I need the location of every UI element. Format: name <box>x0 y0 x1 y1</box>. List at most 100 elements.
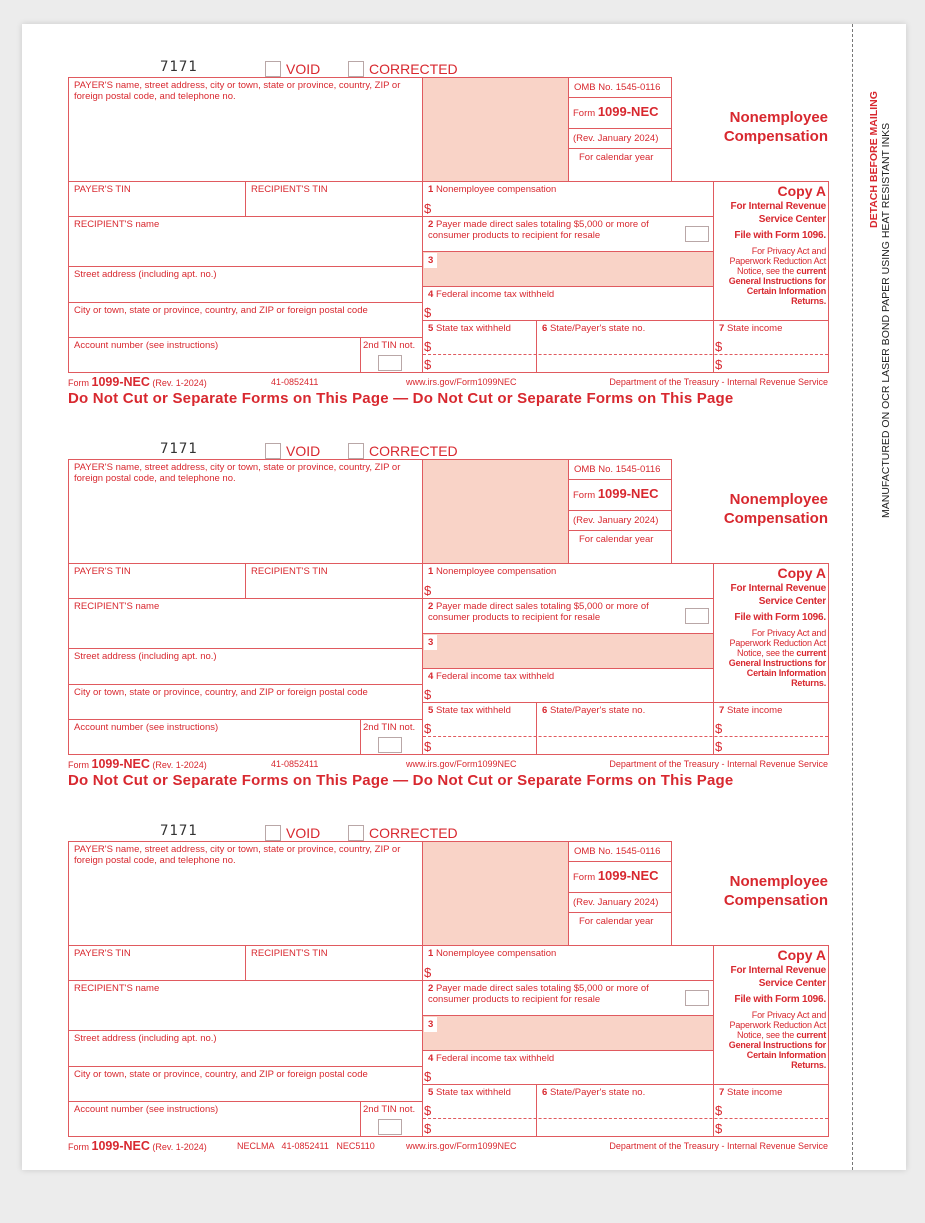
box6-field[interactable]: 6 State/Payer's state no. <box>536 1084 714 1137</box>
footer-form-number: 1099-NEC <box>91 1139 150 1153</box>
box4-field[interactable]: 4 Federal income tax withheld $ <box>422 1050 714 1085</box>
box6-field[interactable]: 6 State/Payer's state no. <box>536 320 714 373</box>
form-sheet <box>22 24 906 1170</box>
box1-field[interactable]: 1 Nonemployee compensation $ <box>422 181 714 217</box>
account-number-field[interactable]: Account number (see instructions) <box>68 337 361 373</box>
recipient-tin-field[interactable]: RECIPIENT'S TIN <box>245 563 423 599</box>
payer-info-field[interactable]: PAYER'S name, street address, city or to… <box>68 459 423 564</box>
box2-checkbox[interactable] <box>685 608 709 624</box>
street-address-field[interactable]: Street address (including apt. no.) <box>68 1030 423 1067</box>
second-tin-label: 2nd TIN not. <box>363 1104 416 1115</box>
payer-info-field[interactable]: PAYER'S name, street address, city or to… <box>68 77 423 182</box>
footer-codes: 41-0852411 <box>271 377 319 387</box>
omb-number: OMB No. 1545-0116 <box>574 464 661 475</box>
payer-tin-label: PAYER'S TIN <box>74 566 131 577</box>
form-number: 1099-NEC <box>597 486 659 501</box>
street-address-field[interactable]: Street address (including apt. no.) <box>68 266 423 303</box>
box2-label: Payer made direct sales totaling $5,000 … <box>428 219 649 241</box>
omb-block: OMB No. 1545-0116 Form 1099-NEC (Rev. Ja… <box>568 841 672 946</box>
form-1099-nec-copy: 7171 VOID CORRECTED PAYER'S name, street… <box>0 441 852 841</box>
file-with: File with Form 1096. <box>734 230 826 241</box>
payer-tin-field[interactable]: PAYER'S TIN <box>68 563 246 599</box>
corrected-label: CORRECTED <box>369 825 458 841</box>
street-address-field[interactable]: Street address (including apt. no.) <box>68 648 423 685</box>
copy-destination: For Internal Revenue Service Center <box>730 201 827 225</box>
box1-label: Nonemployee compensation <box>435 566 557 577</box>
dollar-sign: $ <box>424 1121 432 1136</box>
void-label: VOID <box>286 443 321 459</box>
box7-field[interactable]: 7 State income $ $ <box>713 1084 829 1137</box>
void-checkbox[interactable] <box>265 825 281 841</box>
omb-number: OMB No. 1545-0116 <box>574 846 661 857</box>
copy-a-block: Copy A For Internal Revenue Service Cent… <box>713 181 829 321</box>
box1-field[interactable]: 1 Nonemployee compensation $ <box>422 563 714 599</box>
account-number-field[interactable]: Account number (see instructions) <box>68 719 361 755</box>
city-field[interactable]: City or town, state or province, country… <box>68 684 423 720</box>
box1-field[interactable]: 1 Nonemployee compensation $ <box>422 945 714 981</box>
form-1099-nec-copy: 7171 VOID CORRECTED PAYER'S name, street… <box>0 823 852 1223</box>
city-field[interactable]: City or town, state or province, country… <box>68 302 423 338</box>
box5-field[interactable]: 5 State tax withheld $ $ <box>422 320 537 373</box>
street-address-label: Street address (including apt. no.) <box>74 651 217 662</box>
void-label: VOID <box>286 825 321 841</box>
omb-block: OMB No. 1545-0116 Form 1099-NEC (Rev. Ja… <box>568 459 672 564</box>
account-number-field[interactable]: Account number (see instructions) <box>68 1101 361 1137</box>
corrected-checkbox[interactable] <box>348 61 364 77</box>
second-tin-checkbox[interactable] <box>378 737 402 753</box>
recipient-tin-field[interactable]: RECIPIENT'S TIN <box>245 945 423 981</box>
void-checkbox[interactable] <box>265 443 281 459</box>
dollar-sign: $ <box>424 305 432 320</box>
city-field[interactable]: City or town, state or province, country… <box>68 1066 423 1102</box>
account-number-label: Account number (see instructions) <box>74 340 219 351</box>
recipient-name-field[interactable]: RECIPIENT'S name <box>68 216 423 267</box>
box3-number: 3 <box>424 635 438 650</box>
dollar-sign: $ <box>424 339 432 354</box>
form-1099-nec-copy: 7171 VOID CORRECTED PAYER'S name, street… <box>0 59 852 459</box>
dollar-sign: $ <box>424 357 432 372</box>
box5-label: State tax withheld <box>435 705 511 716</box>
box5-field[interactable]: 5 State tax withheld $ $ <box>422 702 537 755</box>
box7-label: State income <box>726 1087 783 1098</box>
recipient-tin-field[interactable]: RECIPIENT'S TIN <box>245 181 423 217</box>
footer-form-word: Form <box>68 378 89 388</box>
form-code: 7171 <box>160 823 198 839</box>
box7-field[interactable]: 7 State income $ $ <box>713 702 829 755</box>
box5-field[interactable]: 5 State tax withheld $ $ <box>422 1084 537 1137</box>
payer-tin-field[interactable]: PAYER'S TIN <box>68 945 246 981</box>
account-number-label: Account number (see instructions) <box>74 1104 219 1115</box>
box4-field[interactable]: 4 Federal income tax withheld $ <box>422 668 714 703</box>
box5-number: 5 <box>428 323 434 334</box>
footer-form-word: Form <box>68 760 89 770</box>
box3-field: 3 <box>422 1015 714 1051</box>
box6-field[interactable]: 6 State/Payer's state no. <box>536 702 714 755</box>
second-tin-checkbox[interactable] <box>378 1119 402 1135</box>
payer-info-field[interactable]: PAYER'S name, street address, city or to… <box>68 841 423 946</box>
recipient-name-field[interactable]: RECIPIENT'S name <box>68 598 423 649</box>
dollar-sign: $ <box>424 1069 432 1084</box>
file-with: File with Form 1096. <box>734 612 826 623</box>
footer-revision: (Rev. 1-2024) <box>152 378 207 388</box>
copy-destination: For Internal Revenue Service Center <box>730 965 827 989</box>
street-address-label: Street address (including apt. no.) <box>74 1033 217 1044</box>
corrected-checkbox[interactable] <box>348 443 364 459</box>
recipient-name-field[interactable]: RECIPIENT'S name <box>68 980 423 1031</box>
form-title: Nonemployee Compensation <box>723 491 828 527</box>
revision: (Rev. January 2024) <box>573 897 659 908</box>
box2-checkbox[interactable] <box>685 226 709 242</box>
recipient-tin-label: RECIPIENT'S TIN <box>251 566 328 577</box>
second-tin-checkbox[interactable] <box>378 355 402 371</box>
box7-field[interactable]: 7 State income $ $ <box>713 320 829 373</box>
form-number: 1099-NEC <box>597 104 659 119</box>
footer-department: Department of the Treasury - Internal Re… <box>609 377 828 387</box>
payer-tin-field[interactable]: PAYER'S TIN <box>68 181 246 217</box>
calendar-year-label: For calendar year <box>579 916 654 927</box>
recipient-name-label: RECIPIENT'S name <box>74 219 160 230</box>
void-checkbox[interactable] <box>265 61 281 77</box>
box2-checkbox[interactable] <box>685 990 709 1006</box>
corrected-checkbox[interactable] <box>348 825 364 841</box>
box4-field[interactable]: 4 Federal income tax withheld $ <box>422 286 714 321</box>
box2-field: 2 Payer made direct sales totaling $5,00… <box>422 598 714 634</box>
dollar-sign: $ <box>424 583 432 598</box>
box1-label: Nonemployee compensation <box>435 184 557 195</box>
footer-irs-url: www.irs.gov/Form1099NEC <box>406 377 517 387</box>
